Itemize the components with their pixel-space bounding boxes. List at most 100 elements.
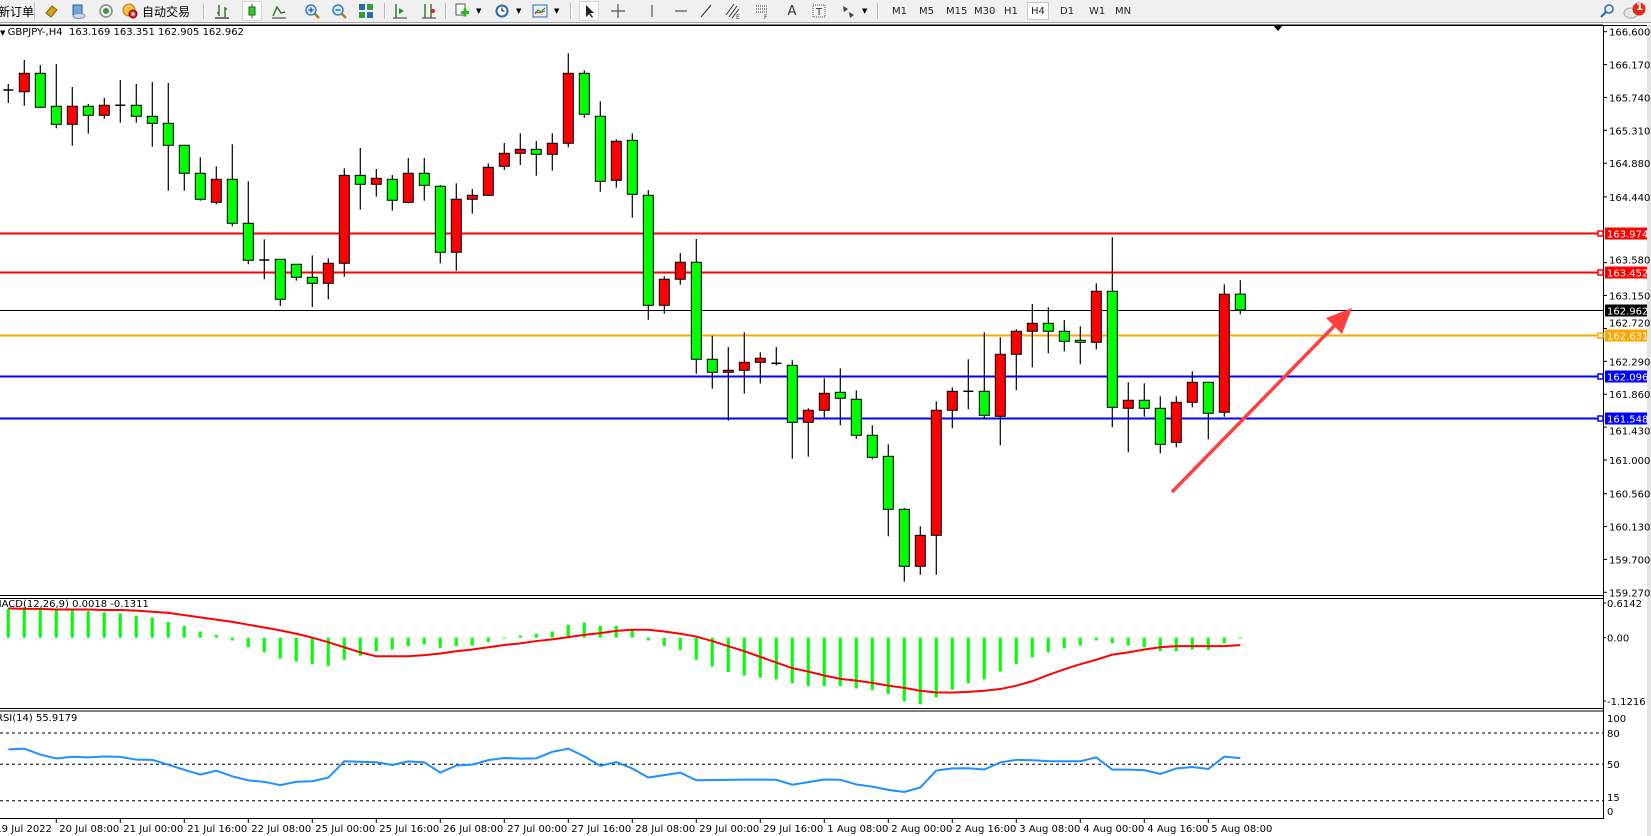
indicators-dropdown-icon[interactable]: ▼ (476, 7, 482, 15)
signals-icon[interactable] (97, 2, 115, 20)
text-label-icon[interactable]: T (810, 2, 828, 20)
price-axis-label: 163.150 (1609, 292, 1650, 303)
candle (1186, 371, 1198, 408)
cursor-icon[interactable] (579, 1, 599, 21)
trendline-icon[interactable] (697, 2, 715, 20)
candle (210, 166, 222, 205)
macd-histogram-bar (694, 637, 698, 660)
rsi-axis-label: 50 (1607, 760, 1620, 771)
svg-text:T: T (815, 7, 823, 18)
candle-body-bull (66, 105, 78, 125)
indicators-icon[interactable] (453, 2, 471, 20)
candle-body-bull (994, 353, 1006, 417)
new-order-button[interactable]: 新订单 (0, 2, 35, 20)
candle (146, 82, 158, 147)
candle (642, 190, 654, 320)
candle-body-bear (578, 72, 590, 115)
candle (259, 239, 270, 280)
new-order-label: 新订单 (0, 4, 34, 19)
macd-histogram-bar (966, 637, 970, 684)
time-axis-label: 21 Jul 00:00 (123, 824, 183, 835)
macd-histogram-bar (902, 637, 906, 702)
zoom-out-icon[interactable] (330, 2, 348, 20)
time-axis-label: 2 Aug 00:00 (891, 824, 952, 835)
macd-histogram-bar (518, 635, 522, 638)
price-axis-label: 161.430 (1609, 426, 1650, 437)
time-axis-label: 21 Jul 16:00 (187, 824, 247, 835)
autotrading-button[interactable]: 自动交易 (121, 2, 196, 20)
candle (866, 425, 878, 460)
bar-chart-icon[interactable] (213, 2, 231, 20)
market-watch-icon[interactable] (42, 2, 60, 20)
period-m15[interactable]: M15 (946, 5, 968, 17)
period-h1[interactable]: H1 (1004, 5, 1018, 17)
macd-histogram-bar (822, 637, 826, 687)
period-m1[interactable]: M1 (892, 5, 907, 17)
auto-scroll-icon[interactable] (420, 2, 438, 20)
templates-dropdown-icon[interactable]: ▼ (554, 7, 560, 15)
candle (738, 332, 750, 394)
period-h4[interactable]: H4 (1027, 2, 1049, 20)
period-w1[interactable]: W1 (1089, 5, 1106, 17)
period-mn[interactable]: MN (1115, 5, 1132, 17)
chart-menu-icon[interactable]: ▼ (0, 29, 8, 37)
periodicity-dropdown-icon[interactable]: ▼ (516, 7, 522, 15)
candle-body-bear (1154, 407, 1166, 445)
zoom-in-icon[interactable] (303, 2, 321, 20)
candle (242, 181, 254, 265)
price-tag-label: 163.974 (1607, 230, 1648, 241)
price-axis-label: 164.880 (1609, 159, 1650, 170)
candle-body-bear (1138, 399, 1150, 409)
rsi-line (8, 747, 1241, 793)
symbol-timeframe: GBPJPY-,H4 (7, 27, 63, 38)
vertical-line-icon[interactable] (643, 2, 661, 20)
candle (578, 70, 590, 118)
candle (306, 255, 318, 308)
candlestick-icon[interactable] (242, 1, 262, 21)
candle-body-bull (562, 72, 574, 144)
candle-body-bear (194, 172, 206, 200)
arrows-dropdown-icon[interactable]: ▼ (862, 7, 868, 15)
macd-histogram-bar (726, 637, 730, 673)
line-chart-icon[interactable] (270, 2, 288, 20)
macd-histogram-bar (1062, 637, 1066, 649)
candle (386, 175, 398, 211)
horizontal-line-icon[interactable] (672, 2, 690, 20)
data-window-icon[interactable] (69, 2, 87, 20)
macd-histogram-bar (470, 637, 474, 646)
templates-icon[interactable] (531, 2, 549, 20)
chart-shift-icon[interactable] (391, 2, 409, 20)
macd-histogram-bar (790, 637, 794, 684)
candle-body-bear (594, 115, 606, 182)
candle-body-bear (82, 105, 94, 116)
tile-windows-icon[interactable] (357, 2, 375, 20)
equidistant-channel-icon[interactable]: E (724, 2, 742, 20)
candle-body-bull (658, 278, 670, 306)
macd-histogram-bar (710, 637, 714, 667)
toolbar-separator (570, 3, 572, 19)
macd-histogram-bar (326, 637, 330, 666)
macd-histogram-bar (102, 612, 106, 638)
arrows-icon[interactable] (839, 2, 857, 20)
notification-icon[interactable]: 1 (1622, 2, 1648, 20)
candle (690, 238, 702, 374)
price-tag-label: 162.631 (1607, 332, 1648, 343)
macd-histogram-bar (774, 637, 778, 680)
macd-histogram-bar (678, 637, 682, 651)
fibonacci-icon[interactable]: F (753, 2, 771, 20)
crosshair-icon[interactable] (609, 2, 627, 20)
text-icon[interactable]: A (787, 3, 797, 19)
macd-histogram-bar (134, 615, 138, 638)
period-m5[interactable]: M5 (919, 5, 934, 17)
macd-histogram-bar (406, 637, 410, 647)
periodicity-icon[interactable] (493, 2, 511, 20)
candle (994, 337, 1006, 446)
macd-histogram-bar (6, 608, 10, 638)
period-d1[interactable]: D1 (1060, 5, 1075, 17)
macd-histogram-bar (534, 633, 538, 638)
search-icon[interactable] (1598, 2, 1616, 20)
period-m30[interactable]: M30 (974, 5, 996, 17)
candle-body-bull (338, 174, 350, 264)
macd-histogram-bar (1206, 637, 1210, 651)
